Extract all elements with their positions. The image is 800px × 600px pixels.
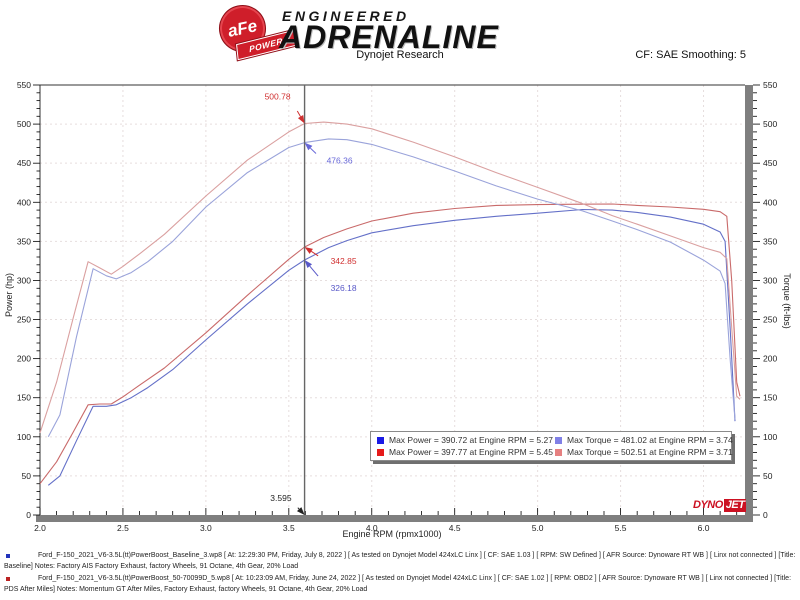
legend: Max Power = 390.72 at Engine RPM = 5.27 M… <box>370 431 735 461</box>
annotation-arrowhead <box>297 115 305 124</box>
rpm-tick-label: 5.0 <box>532 523 544 533</box>
run-info: Ford_F-150_2021_V6-3.5L(tt)PowerBoost_Ba… <box>4 551 796 597</box>
torque-tick-label: 250 <box>763 315 777 325</box>
torque-tick-label: 550 <box>763 80 777 90</box>
annotation-arrowhead <box>296 507 305 515</box>
legend-swatch <box>555 436 562 444</box>
power-baseline-curve <box>47 208 736 486</box>
torque-tick-label: 0 <box>763 510 768 520</box>
annotation-arrowhead <box>304 246 313 254</box>
power-tick-label: 100 <box>17 432 31 442</box>
power-tick-label: 0 <box>26 510 31 520</box>
rpm-tick-label: 3.0 <box>200 523 212 533</box>
legend-item: Max Power = 397.77 at Engine RPM = 5.45 <box>377 447 555 457</box>
run-text-after: Ford_F-150_2021_V6-3.5L(tt)PowerBoost_50… <box>4 575 792 593</box>
power-tick-label: 550 <box>17 80 31 90</box>
torque-tick-label: 400 <box>763 197 777 207</box>
power-tick-label: 150 <box>17 393 31 403</box>
legend-text: Max Torque = 502.51 at Engine RPM = 3.71 <box>567 447 733 457</box>
torque-tick-label: 500 <box>763 119 777 129</box>
rpm-tick-label: 5.5 <box>615 523 627 533</box>
report-title: Dynojet Research <box>356 49 444 61</box>
legend-swatch <box>377 448 384 456</box>
rpm-tick-label: 4.5 <box>449 523 461 533</box>
power-after-curve <box>39 203 741 485</box>
torque-after-curve <box>39 121 741 434</box>
run-text-baseline: Ford_F-150_2021_V6-3.5L(tt)PowerBoost_Ba… <box>4 552 796 570</box>
legend-swatch <box>555 448 562 456</box>
torque-tick-label: 150 <box>763 393 777 403</box>
power-tick-label: 350 <box>17 236 31 246</box>
rpm-axis-title: Engine RPM (rpmx1000) <box>342 529 442 539</box>
annotation-arrow-line <box>310 147 317 154</box>
power-tick-label: 50 <box>22 471 32 481</box>
dynojet-logo-dyno: DYNO <box>693 499 723 511</box>
annotation-label: 342.85 <box>331 256 357 266</box>
power-tick-label: 400 <box>17 197 31 207</box>
smoothing-setting: CF: SAE Smoothing: 5 <box>635 49 746 61</box>
torque-tick-label: 50 <box>763 471 773 481</box>
legend-text: Max Power = 390.72 at Engine RPM = 5.27 <box>389 435 553 445</box>
dyno-chart: 0 50 100 150 200 250 300 350 400 450 500 550 0 50 100 1… <box>0 78 800 545</box>
torque-tick-label: 300 <box>763 275 777 285</box>
annotation-label: 326.18 <box>331 283 357 293</box>
plot-canvas: 0 50 100 150 200 250 300 350 400 450 500 550 0 50 100 1… <box>17 80 778 533</box>
legend-swatch <box>377 436 384 444</box>
torque-baseline-curve <box>47 138 736 438</box>
run-info-line-baseline: Ford_F-150_2021_V6-3.5L(tt)PowerBoost_Ba… <box>4 551 796 572</box>
legend-item: Max Power = 390.72 at Engine RPM = 5.27 <box>377 435 555 445</box>
annotation-arrowhead <box>304 259 313 269</box>
legend-item: Max Torque = 502.51 at Engine RPM = 3.71 <box>555 447 735 457</box>
logo-engineered-text: ENGINEERED <box>282 8 410 24</box>
rpm-tick-label: 2.5 <box>117 523 129 533</box>
header: aFe POWER ENGINEERED ADRENALINE Dynojet … <box>0 0 800 78</box>
power-axis-title: Power (hp) <box>4 273 14 318</box>
legend-text: Max Torque = 481.02 at Engine RPM = 3.74 <box>567 435 733 445</box>
torque-tick-label: 350 <box>763 236 777 246</box>
torque-axis-title: Torque (ft-lbs) <box>782 273 792 329</box>
torque-tick-label: 450 <box>763 158 777 168</box>
annotation-arrowhead <box>304 142 313 151</box>
run-info-line-after: Ford_F-150_2021_V6-3.5L(tt)PowerBoost_50… <box>4 574 796 595</box>
torque-tick-label: 100 <box>763 432 777 442</box>
annotation-label: 476.36 <box>327 156 353 166</box>
rpm-tick-label: 3.5 <box>283 523 295 533</box>
power-tick-label: 500 <box>17 119 31 129</box>
torque-axis-bar <box>745 85 753 522</box>
dynojet-logo: DYNO JET <box>693 499 747 512</box>
legend-item: Max Torque = 481.02 at Engine RPM = 3.74 <box>555 435 735 445</box>
annotation-label: 500.78 <box>265 91 291 101</box>
rpm-tick-label: 2.0 <box>34 523 46 533</box>
legend-text: Max Power = 397.77 at Engine RPM = 5.45 <box>389 447 553 457</box>
power-tick-label: 200 <box>17 354 31 364</box>
afe-logo-text: aFe <box>226 15 259 41</box>
run-bullet-baseline <box>6 554 10 558</box>
power-tick-label: 300 <box>17 275 31 285</box>
dynojet-logo-jet: JET <box>723 499 747 512</box>
logo-adrenaline-text: ADRENALINE <box>279 19 499 55</box>
annotation-label: 3.595 <box>270 493 292 503</box>
torque-tick-label: 200 <box>763 354 777 364</box>
power-tick-label: 250 <box>17 315 31 325</box>
x-axis-bar <box>36 515 753 522</box>
rpm-tick-label: 4.0 <box>366 523 378 533</box>
power-tick-label: 450 <box>17 158 31 168</box>
rpm-tick-label: 6.0 <box>698 523 710 533</box>
annotation-arrow-line <box>309 265 319 277</box>
run-bullet-after <box>6 577 10 581</box>
annotation-arrow-line <box>311 250 319 257</box>
annotation-arrow-line <box>296 110 301 117</box>
annotation-arrow-line <box>297 507 300 510</box>
